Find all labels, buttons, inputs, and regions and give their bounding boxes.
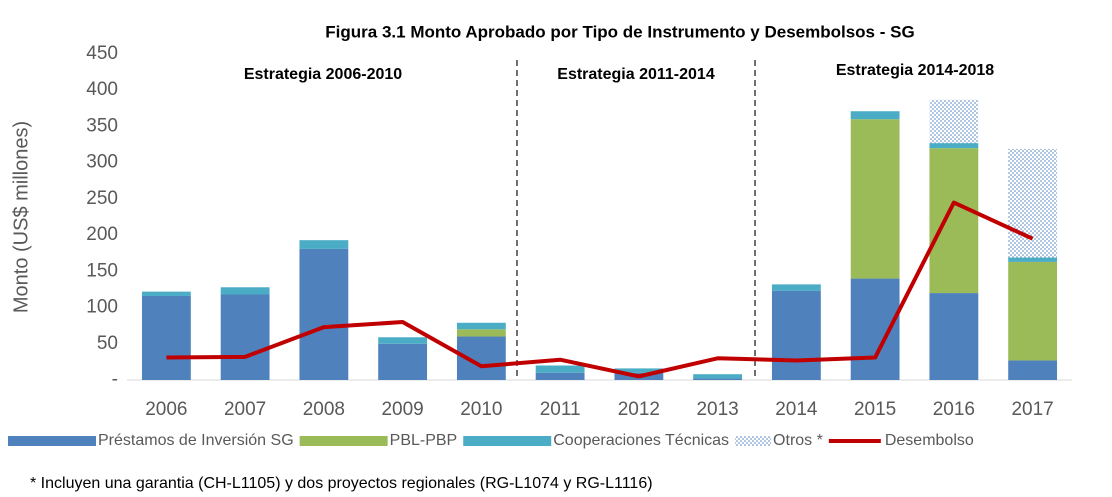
- y-tick-label: 300: [86, 152, 118, 173]
- bar-segment: [220, 287, 270, 295]
- bar-segment: [1008, 261, 1058, 361]
- bar-segment: [771, 290, 821, 380]
- annotation: Estrategia 2006-2010: [244, 66, 402, 83]
- x-tick-label: 2012: [618, 399, 660, 420]
- y-tick-label: 200: [86, 224, 118, 245]
- bar-segment: [693, 374, 743, 379]
- x-tick-label: 2010: [460, 399, 502, 420]
- bar-segment: [850, 119, 900, 279]
- x-tick-label: 2014: [775, 399, 818, 420]
- annotation: Estrategia 2014-2018: [836, 62, 994, 79]
- bar-segment: [1008, 148, 1058, 258]
- legend-label: Otros *: [773, 432, 823, 449]
- annotation: Estrategia 2011-2014: [557, 66, 715, 83]
- y-axis-label: Monto (US$ millones): [10, 121, 32, 313]
- x-tick-label: 2011: [540, 399, 581, 420]
- bar-segment: [929, 143, 979, 149]
- bar-segment: [535, 372, 585, 380]
- bar-segment: [929, 293, 979, 380]
- y-tick-label: 400: [86, 79, 118, 100]
- legend-swatch: [463, 436, 552, 446]
- bar-segment: [771, 284, 821, 291]
- y-tick-label: 250: [86, 188, 118, 209]
- bar-segment: [850, 111, 900, 120]
- bar-segment: [141, 295, 191, 380]
- x-tick-label: 2006: [145, 399, 187, 420]
- bar-segment: [535, 365, 585, 373]
- bar-segment: [378, 343, 428, 380]
- legend-swatch: [8, 436, 96, 446]
- legend-label: Cooperaciones Técnicas: [553, 432, 729, 449]
- bar-segment: [614, 368, 664, 373]
- x-tick-label: 2015: [854, 399, 896, 420]
- bar-segment: [299, 248, 349, 380]
- x-tick-label: 2007: [224, 399, 266, 420]
- legend-swatch: [299, 436, 388, 446]
- bar-segment: [850, 278, 900, 380]
- bar-segment: [929, 148, 979, 294]
- bar-segment: [929, 99, 979, 144]
- bar-segment: [299, 240, 349, 249]
- legend-label: PBL-PBP: [390, 432, 458, 449]
- bar-segment: [378, 337, 428, 344]
- y-tick-label: 100: [86, 297, 118, 318]
- bar-segment: [456, 329, 506, 337]
- x-tick-label: 2017: [1011, 399, 1053, 420]
- legend-label: Préstamos de Inversión SG: [98, 432, 294, 449]
- y-tick-label: -: [112, 369, 118, 390]
- bar-segment: [456, 322, 506, 330]
- y-tick-label: 350: [86, 115, 118, 136]
- bar-segment: [220, 294, 270, 380]
- bar-segment: [1008, 257, 1058, 262]
- chart-title: Figura 3.1 Monto Aprobado por Tipo de In…: [325, 22, 914, 41]
- bar-segment: [141, 291, 191, 296]
- x-tick-label: 2013: [696, 399, 738, 420]
- y-tick-label: 50: [97, 333, 118, 354]
- bar-segment: [693, 378, 743, 380]
- y-tick-label: 150: [86, 260, 118, 281]
- line-series: [166, 200, 1034, 379]
- legend-swatch: [735, 436, 772, 446]
- x-tick-label: 2008: [303, 399, 345, 420]
- legend-label: Desembolso: [885, 432, 974, 449]
- y-tick-label: 450: [86, 43, 118, 64]
- footnote: * Incluyen una garantia (CH-L1105) y dos…: [30, 475, 653, 492]
- x-tick-label: 2009: [381, 399, 423, 420]
- bar-segment: [1008, 360, 1058, 380]
- x-tick-label: 2016: [933, 399, 975, 420]
